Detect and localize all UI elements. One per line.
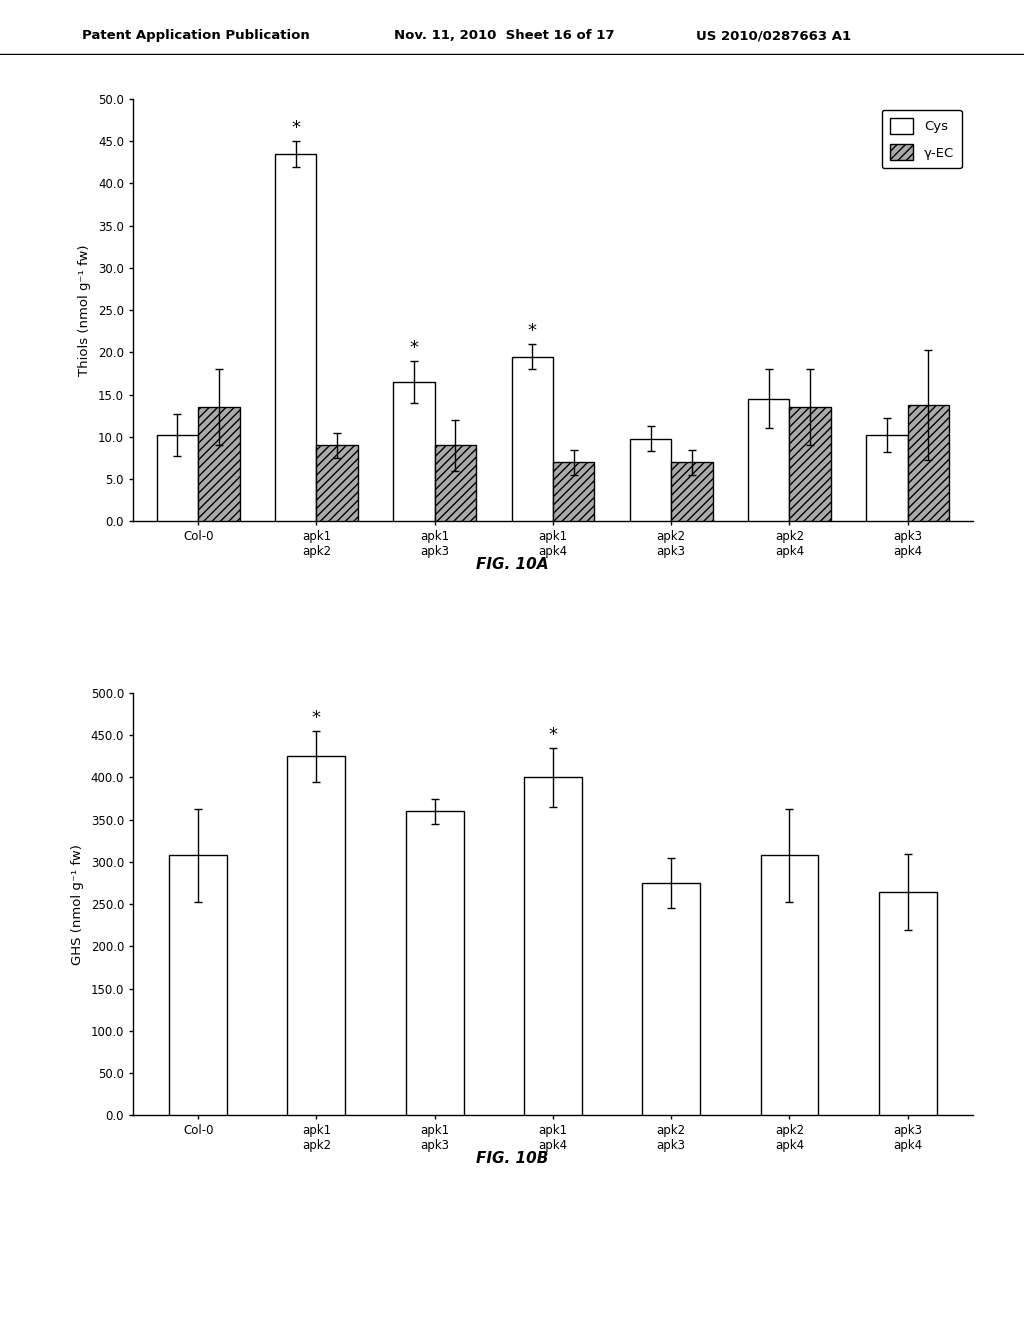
Bar [435,445,476,521]
Text: Nov. 11, 2010  Sheet 16 of 17: Nov. 11, 2010 Sheet 16 of 17 [394,29,614,42]
Bar [524,777,582,1115]
Bar [406,812,464,1115]
Bar [393,381,435,521]
Text: *: * [527,322,537,339]
Bar [790,408,830,521]
Bar [199,408,240,521]
Bar [512,356,553,521]
Bar [630,438,671,521]
Bar [866,436,907,521]
Text: FIG. 10A: FIG. 10A [476,557,548,572]
Y-axis label: GHS (nmol g⁻¹ fw): GHS (nmol g⁻¹ fw) [71,843,84,965]
Legend: Cys, γ-EC: Cys, γ-EC [882,110,962,169]
Bar [316,445,357,521]
Bar [642,883,700,1115]
Y-axis label: Thiols (nmol g⁻¹ fw): Thiols (nmol g⁻¹ fw) [78,244,91,376]
Bar [157,436,199,521]
Text: US 2010/0287663 A1: US 2010/0287663 A1 [696,29,851,42]
Text: FIG. 10B: FIG. 10B [476,1151,548,1166]
Text: Patent Application Publication: Patent Application Publication [82,29,309,42]
Bar [671,462,713,521]
Bar [275,154,316,521]
Bar [879,891,937,1115]
Bar [749,399,790,521]
Text: *: * [312,709,321,727]
Bar [907,405,949,521]
Bar [288,756,345,1115]
Bar [169,855,227,1115]
Text: *: * [549,726,557,743]
Bar [761,855,818,1115]
Text: *: * [410,339,419,356]
Bar [553,462,594,521]
Text: *: * [291,119,300,137]
